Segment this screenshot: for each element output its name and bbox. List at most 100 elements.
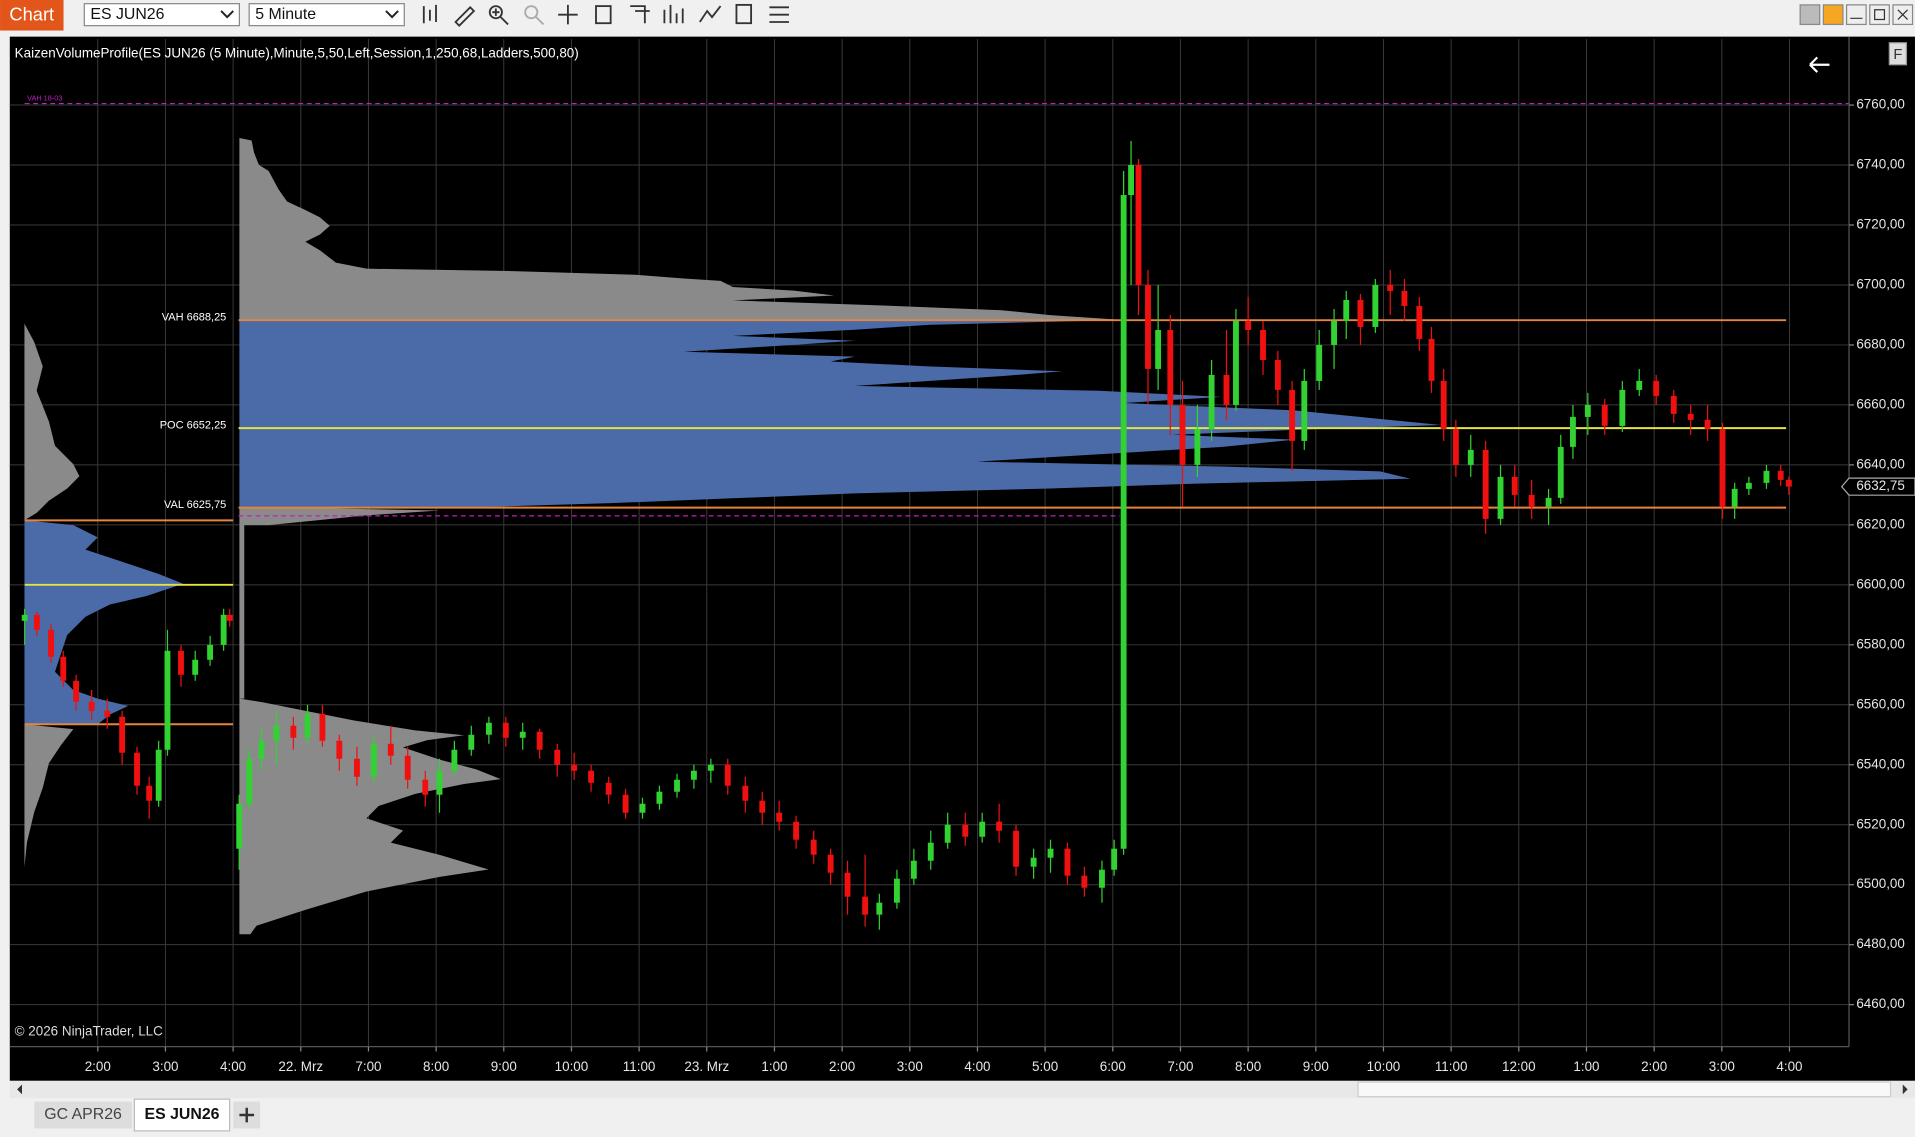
properties-icon[interactable] [630, 5, 650, 24]
x-tick-label: 11:00 [623, 1059, 656, 1074]
maximize-button[interactable] [1869, 4, 1890, 26]
x-tick-label: 1:00 [1573, 1059, 1599, 1074]
y-tick-label: 6460,00 [1856, 996, 1905, 1011]
crosshair-icon[interactable] [558, 4, 578, 25]
candle-body [519, 731, 526, 738]
profile-upper [239, 138, 1124, 320]
candle-body [1064, 848, 1071, 876]
candle-body [178, 650, 184, 675]
x-tick-label: 6:00 [1100, 1059, 1126, 1074]
zoom-out-icon[interactable] [524, 5, 539, 20]
candle-body [1785, 479, 1792, 487]
scroll-thumb[interactable] [1357, 1081, 1892, 1098]
x-tick-label: 4:00 [220, 1059, 246, 1074]
tab[interactable] [34, 1101, 132, 1129]
candle-body [1763, 470, 1770, 483]
template-icon[interactable] [735, 3, 753, 25]
y-tick-label: 6480,00 [1856, 936, 1905, 951]
candle-body [1289, 389, 1296, 441]
window-buttons [1799, 4, 1914, 26]
side-button-label: F [1893, 47, 1902, 63]
zoom-in-icon[interactable] [488, 5, 503, 20]
candle-body [164, 650, 171, 750]
candle-body [336, 740, 343, 759]
candle-body [60, 656, 67, 681]
chart-tab[interactable] [0, 0, 64, 31]
link-button[interactable] [1822, 4, 1844, 26]
candle-body [1401, 290, 1408, 306]
interval-select[interactable] [248, 3, 405, 27]
x-tick-label: 11:00 [1435, 1059, 1468, 1074]
candle-body [21, 614, 28, 621]
x-tick-label: 2:00 [1641, 1059, 1667, 1074]
candle-body [304, 713, 311, 738]
x-tick-label: 1:00 [761, 1059, 787, 1074]
interval-text: 5 Minute [255, 6, 316, 23]
candle-body [1343, 299, 1350, 321]
instrument-select[interactable] [83, 3, 241, 27]
candle-body [422, 779, 429, 795]
minimize-button[interactable] [1845, 4, 1867, 26]
candle-body [979, 821, 986, 837]
candle-body [827, 854, 834, 873]
candle-body [605, 782, 612, 795]
side-button[interactable] [1888, 42, 1908, 66]
candle-body [1081, 875, 1088, 888]
candle-body [1497, 476, 1504, 519]
menu-icon[interactable] [769, 6, 789, 23]
candle-body [1111, 848, 1118, 870]
candle-body [119, 716, 126, 753]
y-tick-label: 6580,00 [1856, 636, 1905, 651]
indicator-title: KaizenVolumeProfile(ES JUN26 (5 Minute),… [15, 45, 579, 60]
candle-body [33, 614, 40, 630]
candle-body [1372, 284, 1379, 327]
x-tick-label: 2:00 [85, 1059, 111, 1074]
chart-panel [9, 36, 1915, 1081]
candle-body [192, 659, 199, 675]
candle-body [1745, 482, 1752, 489]
candle-body [48, 629, 55, 657]
draw-icon[interactable] [454, 6, 476, 27]
y-tick-label: 6700,00 [1856, 277, 1905, 292]
bars-icon[interactable] [422, 4, 437, 24]
tab-active[interactable] [133, 1098, 231, 1132]
tab-label: ES JUN26 [145, 1106, 220, 1123]
indicators-icon[interactable] [663, 4, 684, 24]
x-tick-label: 7:00 [355, 1059, 381, 1074]
candle-body [690, 770, 697, 780]
x-tick-label: 12:00 [1502, 1059, 1536, 1074]
candle-body [246, 758, 253, 804]
y-tick-label: 6560,00 [1856, 696, 1905, 711]
y-tick-label: 6620,00 [1856, 516, 1905, 531]
candle-body [1128, 165, 1134, 196]
y-tick-label: 6740,00 [1856, 157, 1905, 172]
candle-body [1030, 857, 1037, 867]
candle-body [1135, 165, 1142, 285]
candle-body [73, 680, 80, 702]
candle-body [1260, 329, 1266, 360]
candles [21, 141, 1792, 930]
profile-left-lower [24, 724, 74, 868]
candle-body [155, 749, 162, 801]
data-box-icon[interactable] [595, 5, 612, 25]
candle-body [220, 614, 227, 645]
candle-body [793, 821, 800, 840]
candle-body [674, 779, 680, 792]
dropdown-arrow [385, 10, 399, 19]
level-label: VAH 6688,25 [162, 312, 227, 324]
candle-body [1636, 380, 1643, 390]
candle-body [962, 824, 969, 837]
color-button[interactable] [1799, 4, 1821, 26]
tab-label: GC APR26 [44, 1106, 122, 1123]
x-tick-label: 5:00 [1032, 1059, 1058, 1074]
level-label: VAL 6625,75 [164, 499, 226, 511]
candle-body [554, 749, 561, 765]
candle-body [876, 902, 883, 915]
back-arrow[interactable] [1809, 56, 1830, 73]
strategy-icon[interactable] [699, 5, 722, 23]
candle-body [451, 749, 458, 771]
y-tick-label: 6600,00 [1856, 576, 1905, 591]
candle-body [485, 722, 492, 735]
